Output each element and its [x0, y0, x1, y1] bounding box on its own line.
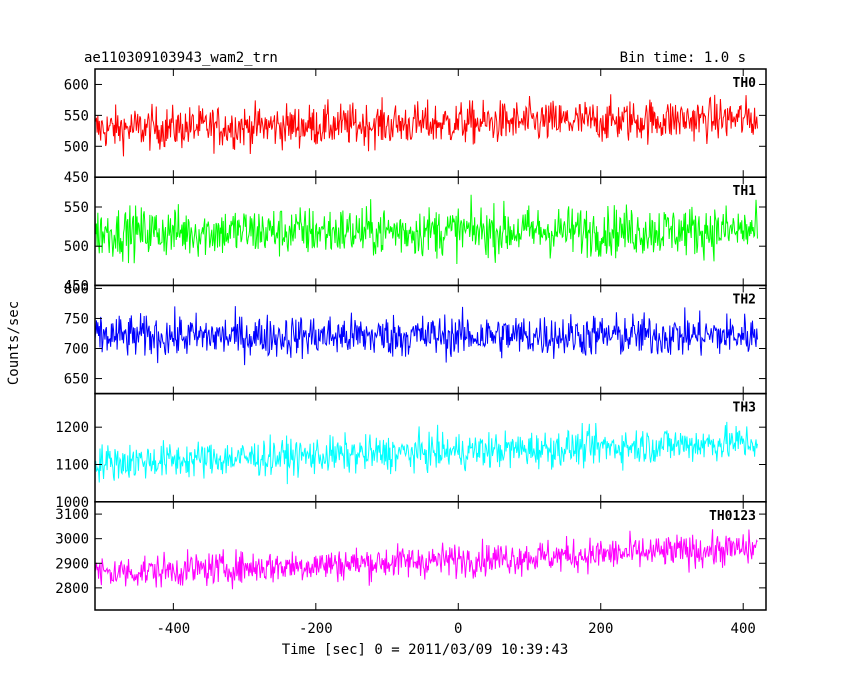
panel-label: TH2: [733, 292, 756, 307]
y-tick-label: 550: [64, 200, 89, 216]
series-line-th2: [95, 306, 758, 366]
y-tick-label: 700: [64, 342, 89, 358]
panel-th1: 450 500 550 TH1: [64, 176, 767, 294]
x-tick-label: -200: [299, 621, 333, 637]
panel-label: TH0: [733, 76, 757, 91]
panel-th0123: 2800 2900 3000 3100 TH0123: [55, 501, 767, 611]
series-line-th1: [95, 194, 758, 265]
series-line-th0: [95, 94, 758, 157]
panel-th3: 1000 1100 1200 TH3: [55, 392, 767, 511]
x-tick-label: 200: [588, 621, 613, 637]
y-tick-label: 600: [64, 77, 89, 93]
y-tick-label: 2900: [55, 556, 89, 572]
bin-time-label: Bin time: 1.0 s: [620, 50, 746, 66]
y-tick-label: 650: [64, 372, 89, 388]
panel-th0: 450 500 550 600 TH0: [64, 68, 767, 186]
panel-frame: [94, 392, 767, 503]
y-tick-label: 450: [64, 278, 89, 294]
y-tick-label: 3100: [55, 507, 89, 523]
panel-frame: [94, 501, 767, 611]
panel-label: TH1: [733, 184, 757, 199]
panel-label: TH0123: [709, 509, 756, 524]
panel-label: TH3: [733, 401, 756, 416]
y-tick-label: 500: [64, 239, 89, 255]
panel-th2: 650 700 750 800 TH2: [64, 281, 767, 395]
y-tick-label: 1100: [55, 457, 89, 473]
x-axis-title: Time [sec] 0 = 2011/03/09 10:39:43: [282, 642, 569, 658]
y-tick-label: 2800: [55, 581, 89, 597]
y-tick-label: 450: [64, 170, 89, 186]
y-axis-title: Counts/sec: [6, 301, 22, 385]
y-tick-label: 500: [64, 139, 89, 155]
panels: 450 500 550 600 TH0 450 500 550 TH1 650 700 750 800 T…: [55, 68, 767, 611]
y-tick-label: 550: [64, 108, 89, 124]
x-tick-label: 0: [454, 621, 462, 637]
y-tick-label: 750: [64, 311, 89, 327]
y-tick-label: 1200: [55, 420, 89, 436]
x-axis: -400 -200 0 200 400: [156, 621, 755, 637]
y-tick-label: 1000: [55, 495, 89, 511]
series-line-th0123: [95, 529, 758, 590]
x-tick-label: 400: [731, 621, 756, 637]
chart-title: ae110309103943_wam2_trn: [84, 50, 278, 66]
y-tick-label: 800: [64, 281, 89, 297]
y-tick-label: 3000: [55, 532, 89, 548]
series-line-th3: [95, 421, 758, 485]
x-tick-label: -400: [156, 621, 190, 637]
